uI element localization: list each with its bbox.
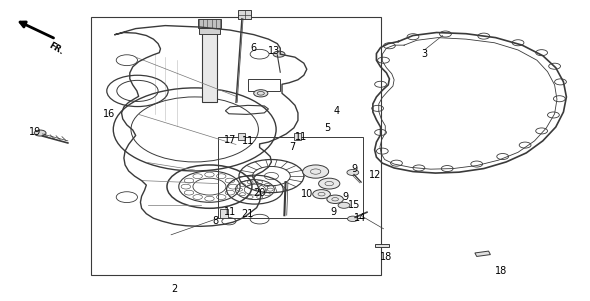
Circle shape: [303, 165, 329, 178]
Bar: [238, 10, 251, 19]
Text: 17: 17: [224, 135, 236, 145]
Circle shape: [273, 51, 285, 57]
Text: 2: 2: [171, 284, 177, 294]
Text: 4: 4: [333, 106, 339, 116]
Text: 13: 13: [268, 46, 280, 56]
Bar: [475, 251, 490, 256]
Text: 11: 11: [224, 207, 236, 217]
Bar: [199, 28, 220, 34]
Bar: [220, 209, 228, 218]
Text: 21: 21: [242, 209, 254, 219]
Bar: [91, 17, 381, 275]
Circle shape: [319, 178, 340, 189]
Text: 6: 6: [251, 43, 257, 53]
Bar: [375, 244, 389, 247]
Bar: [198, 19, 221, 28]
Circle shape: [254, 90, 268, 97]
Bar: [202, 33, 217, 102]
Text: 16: 16: [103, 109, 115, 119]
Text: 20: 20: [254, 188, 266, 198]
Text: 9: 9: [342, 192, 348, 202]
Text: FR.: FR.: [47, 41, 65, 56]
Text: 11: 11: [242, 136, 254, 147]
Circle shape: [327, 195, 343, 203]
Bar: [218, 137, 363, 218]
Text: 7: 7: [289, 142, 295, 153]
Text: 18: 18: [381, 252, 392, 262]
Bar: [238, 133, 245, 140]
Text: 3: 3: [422, 49, 428, 59]
Text: 9: 9: [330, 207, 336, 217]
Text: 14: 14: [354, 213, 366, 223]
Text: 9: 9: [351, 163, 357, 174]
Text: 19: 19: [30, 127, 41, 138]
Text: 18: 18: [496, 266, 507, 276]
Text: 11: 11: [295, 132, 307, 142]
Bar: [294, 133, 301, 140]
Circle shape: [313, 190, 330, 199]
Circle shape: [34, 130, 46, 136]
Text: 10: 10: [301, 189, 313, 199]
Text: 8: 8: [212, 216, 218, 226]
Bar: [248, 79, 280, 91]
Text: 12: 12: [369, 169, 381, 180]
Text: 5: 5: [324, 123, 330, 133]
Circle shape: [348, 216, 358, 222]
Text: 15: 15: [348, 200, 360, 210]
Circle shape: [347, 169, 359, 175]
Circle shape: [338, 202, 350, 208]
